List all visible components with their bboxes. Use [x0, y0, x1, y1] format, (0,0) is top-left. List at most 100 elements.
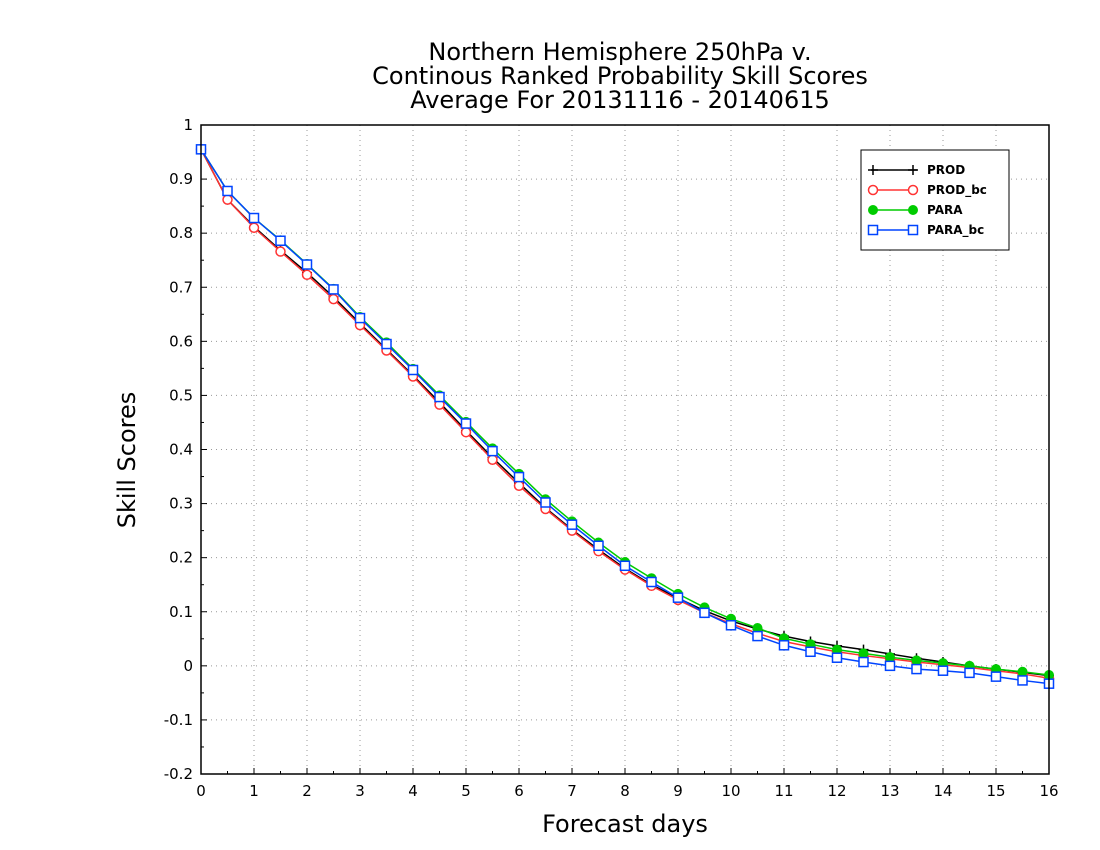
data-point-para-bc: [222, 185, 233, 197]
y-tick-label: 0.4: [169, 441, 193, 459]
data-point-prod-bc: [487, 454, 498, 466]
data-point-para-bc: [381, 338, 392, 350]
data-point-para-bc: [911, 663, 922, 675]
data-point-para-bc: [248, 212, 260, 224]
data-point-para-bc: [672, 592, 684, 603]
data-point-para: [1017, 666, 1028, 677]
x-axis-title: Forecast days: [542, 810, 708, 838]
x-tick-label: 4: [408, 782, 418, 800]
legend-marker: [867, 224, 879, 236]
legend-marker: [868, 205, 878, 215]
data-point-para-bc: [487, 445, 498, 457]
data-point-para-bc: [593, 540, 604, 552]
x-tick-label: 10: [721, 782, 740, 800]
legend-label: PROD: [927, 163, 965, 177]
x-tick-label: 2: [302, 782, 312, 800]
x-tick-label: 0: [196, 782, 206, 800]
data-point-para-bc: [1017, 675, 1028, 686]
legend-marker: [868, 165, 878, 175]
x-tick-label: 9: [673, 782, 683, 800]
data-point-para-bc: [805, 646, 816, 658]
legend-marker: [907, 224, 919, 236]
legend-box: [860, 149, 1010, 251]
data-point-para-bc: [513, 471, 525, 483]
data-point-para: [885, 652, 895, 663]
x-tick-label: 8: [620, 782, 630, 800]
title-line-1: Northern Hemisphere 250hPa v.: [428, 38, 811, 66]
y-tick-label: 0.6: [169, 332, 193, 350]
legend-marker: [867, 184, 879, 196]
y-axis-title: Skill Scores: [113, 392, 141, 529]
chart-title: Northern Hemisphere 250hPa v. Continous …: [372, 38, 868, 114]
data-point-para-bc: [725, 620, 737, 631]
data-point-para-bc: [964, 667, 975, 679]
data-point-para-bc: [275, 235, 286, 246]
data-point-para: [858, 648, 869, 659]
x-tick-label: 6: [514, 782, 524, 800]
y-tick-label: 0.8: [169, 224, 193, 242]
y-tick-label: 0: [183, 657, 193, 675]
legend-label: PARA: [927, 203, 963, 217]
data-point-para-bc: [540, 497, 551, 508]
data-point-para-bc: [354, 312, 366, 324]
data-point-prod-bc: [248, 222, 260, 234]
data-point-para-bc: [460, 418, 472, 429]
y-tick-label: 0.3: [169, 495, 193, 513]
axis-ticks: 0 1 2 3 4 5 6 7 8 9 10 11 12 13 14 15 1610.90.80.70.60.5…: [164, 116, 1059, 800]
series-lines: [195, 144, 1055, 689]
legend-marker: [908, 165, 918, 175]
y-tick-label: 0.2: [169, 549, 193, 567]
y-tick-label: 0.5: [169, 386, 193, 404]
data-point-para-bc: [619, 560, 631, 572]
data-point-para-bc: [937, 665, 949, 676]
x-tick-label: 15: [986, 782, 1005, 800]
legend-item-para: PARA: [868, 203, 963, 217]
data-point-para-bc: [990, 671, 1002, 682]
y-tick-label: 0.1: [169, 603, 193, 621]
y-tick-label: -0.1: [164, 711, 193, 729]
data-point-prod-bc: [460, 426, 472, 438]
data-point-para-bc: [858, 656, 869, 668]
data-point-para-bc: [699, 607, 710, 619]
x-tick-label: 14: [933, 782, 952, 800]
legend-item-para-bc: PARA_bc: [867, 223, 984, 238]
data-point-para-bc: [566, 519, 578, 530]
data-point-para-bc: [407, 364, 419, 376]
x-tick-label: 11: [774, 782, 793, 800]
title-line-2: Continous Ranked Probability Skill Score…: [372, 62, 868, 90]
y-tick-label: -0.2: [164, 765, 193, 783]
data-point-para-bc: [646, 576, 657, 588]
x-tick-label: 12: [827, 782, 846, 800]
x-tick-label: 13: [880, 782, 899, 800]
data-point-prod-bc: [222, 194, 233, 205]
legend-label: PROD_bc: [927, 183, 987, 198]
legend-marker: [908, 205, 918, 215]
data-point-para-bc: [328, 284, 339, 295]
y-tick-label: 0.7: [169, 278, 193, 296]
data-point-prod-bc: [301, 269, 313, 281]
plot-frame: [200, 124, 1050, 775]
data-point-prod-bc: [513, 480, 525, 491]
data-point-prod-bc: [275, 246, 286, 257]
data-point-para-bc: [752, 630, 763, 642]
legend-label: PARA_bc: [927, 223, 984, 238]
x-tick-label: 16: [1039, 782, 1058, 800]
y-tick-label: 0.9: [169, 170, 193, 188]
y-tick-label: 1: [183, 116, 193, 134]
x-tick-label: 7: [567, 782, 577, 800]
legend-marker: [907, 184, 919, 196]
data-point-para: [911, 655, 922, 666]
title-line-3: Average For 20131116 - 20140615: [410, 86, 830, 114]
series-para-bc: [195, 144, 1055, 689]
x-tick-label: 5: [461, 782, 471, 800]
data-point-para-bc: [434, 391, 445, 403]
x-tick-label: 3: [355, 782, 365, 800]
data-point-para-bc: [831, 652, 843, 663]
legend: PROD PROD_bc PARA PARA_bc: [860, 149, 1010, 251]
legend-item-prod: PROD: [868, 163, 965, 177]
data-point-para-bc: [301, 259, 313, 270]
legend-item-prod-bc: PROD_bc: [867, 183, 987, 198]
data-point-para-bc: [778, 640, 790, 651]
